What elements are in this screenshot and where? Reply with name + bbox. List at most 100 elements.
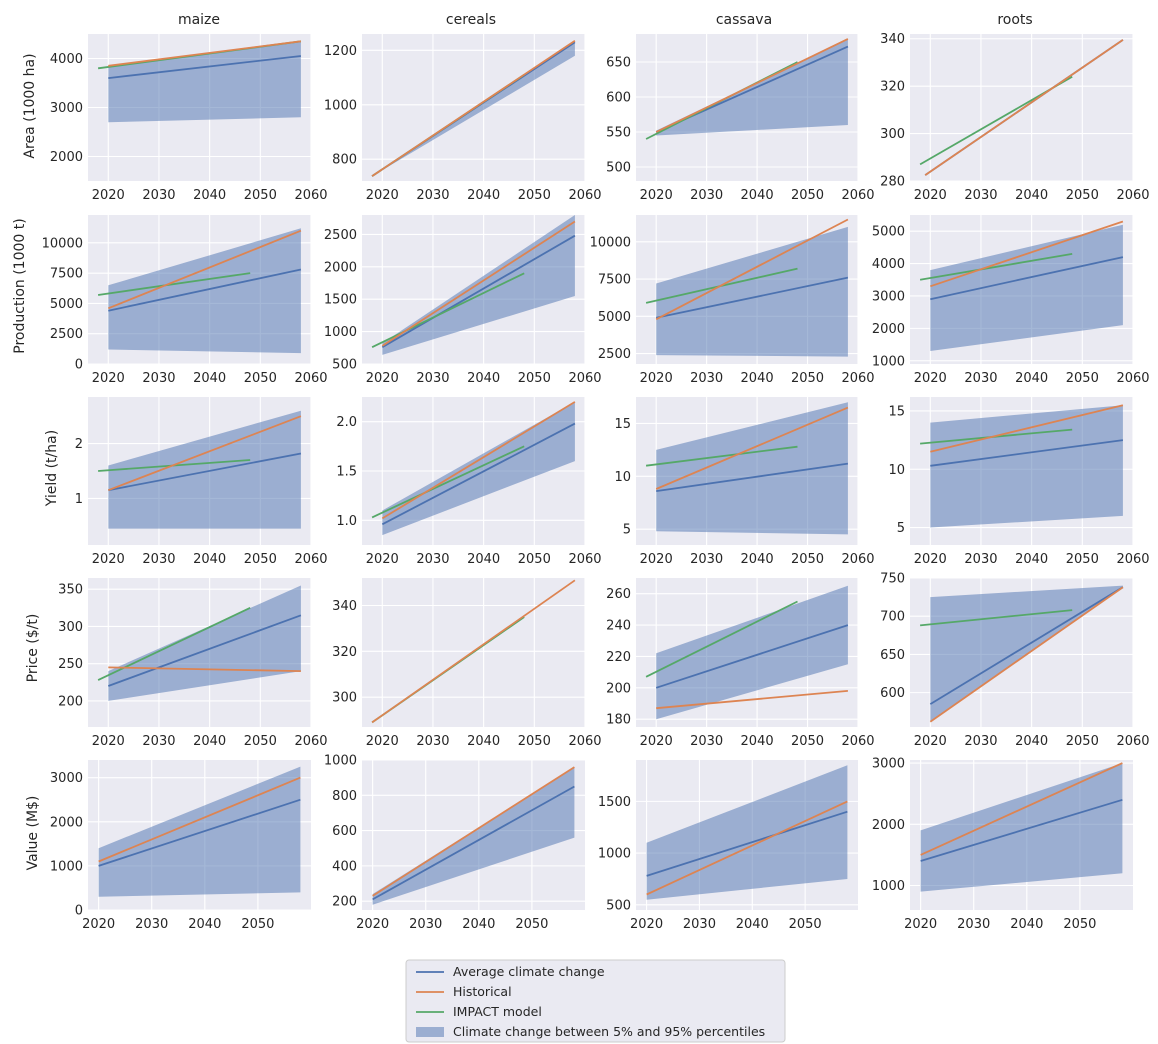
x-tick-label-r3-c1: 2020: [366, 734, 399, 749]
row-labels: Area (1000 ha) Production (1000 t) Yield…: [12, 53, 60, 870]
y-tick-label-r1-c2: 10000: [590, 235, 631, 250]
x-tick-label-r1-c2: 2060: [841, 371, 874, 386]
y-tick-label-r1-c3: 4000: [872, 257, 905, 272]
x-tick-label-r0-c0: 2060: [294, 188, 327, 203]
y-tick-label-r2-c0: 1: [75, 492, 83, 507]
x-tick-label-r0-c3: 2050: [1066, 188, 1099, 203]
x-tick-label-r3-c1: 2030: [416, 734, 449, 749]
x-tick-label-r0-c1: 2050: [518, 188, 551, 203]
line-average-climate-change-r3-c0: [107, 614, 302, 687]
line-historical-r3-c1: [371, 579, 576, 724]
panel-r2-c3: 2020 2030 2040 2050 2060 5 10 15: [888, 397, 1150, 567]
plot-area-r0-c0: [97, 40, 302, 123]
legend-label-band: Climate change between 5% and 95% percen…: [453, 1024, 765, 1039]
line-average-climate-change-r2-c0: [108, 452, 302, 492]
y-tick-label-r0-c0: 4000: [50, 52, 83, 67]
y-tick-label-r4-c1: 1000: [324, 754, 357, 769]
x-tick-label-r2-c3: 2020: [914, 552, 947, 567]
plot-area-r1-c3: [919, 220, 1124, 351]
row-label-price: Price ($/t): [25, 614, 41, 683]
x-tick-label-r4-c3: 2030: [957, 917, 990, 932]
x-tick-label-r1-c2: 2050: [791, 371, 824, 386]
x-tick-label-r1-c0: 2060: [294, 371, 327, 386]
line-average-climate-change-r4-c3: [920, 798, 1123, 862]
y-tick-label-r0-c2: 650: [606, 56, 631, 71]
y-tick-label-r0-c1: 1000: [324, 98, 357, 113]
line-average-climate-change-r4-c0: [98, 798, 301, 867]
x-tick-label-r4-c0: 2020: [82, 917, 115, 932]
plot-area-r4-c3: [920, 762, 1123, 892]
x-tick-label-r3-c0: 2040: [193, 734, 226, 749]
line-average-climate-change-r3-c3: [929, 586, 1124, 705]
x-tick-label-r4-c1: 2030: [409, 917, 442, 932]
x-tick-label-r0-c2: 2020: [640, 188, 673, 203]
plot-area-r3-c0: [97, 585, 302, 701]
x-tick-label-r2-c0: 2020: [92, 552, 125, 567]
x-tick-label-r4-c2: 2020: [630, 917, 663, 932]
plot-area-r0-c2: [645, 38, 849, 140]
line-average-climate-change-r2-c2: [656, 462, 849, 492]
y-tick-label-r0-c2: 550: [606, 126, 631, 141]
x-tick-label-r4-c2: 2050: [789, 917, 822, 932]
y-tick-label-r0-c3: 300: [880, 127, 905, 142]
y-tick-label-r3-c0: 250: [58, 657, 83, 672]
column-title-cassava: cassava: [716, 12, 772, 28]
row-label-value: Value (M$): [25, 796, 41, 871]
line-historical-r4-c0: [98, 776, 301, 863]
x-tick-label-r1-c0: 2050: [244, 371, 277, 386]
y-tick-label-r2-c1: 2.0: [336, 415, 357, 430]
y-tick-label-r0-c0: 3000: [50, 101, 83, 116]
line-impact-model-r2-c1: [371, 445, 525, 519]
x-tick-label-r3-c0: 2020: [92, 734, 125, 749]
y-tick-label-r2-c2: 10: [614, 470, 631, 485]
y-tick-label-r1-c3: 3000: [872, 289, 905, 304]
x-tick-label-r0-c1: 2040: [467, 188, 500, 203]
x-tick-label-r1-c3: 2030: [964, 371, 997, 386]
y-tick-label-r4-c3: 3000: [872, 757, 905, 772]
x-tick-label-r2-c2: 2060: [841, 552, 874, 567]
x-tick-label-r3-c3: 2020: [914, 734, 947, 749]
y-tick-label-r2-c3: 5: [897, 521, 905, 536]
y-tick-label-r4-c0: 1000: [50, 859, 83, 874]
y-tick-label-r0-c3: 340: [880, 32, 905, 47]
x-tick-label-r1-c1: 2050: [518, 371, 551, 386]
y-tick-label-r1-c0: 0: [75, 358, 83, 373]
x-tick-label-r2-c1: 2020: [366, 552, 399, 567]
x-tick-label-r0-c3: 2060: [1116, 188, 1149, 203]
x-tick-label-r2-c0: 2040: [193, 552, 226, 567]
y-tick-label-r1-c3: 1000: [872, 354, 905, 369]
y-tick-label-r4-c1: 200: [332, 895, 357, 910]
y-tick-label-r2-c3: 10: [888, 463, 905, 478]
x-tick-label-r2-c2: 2050: [791, 552, 824, 567]
x-tick-label-r0-c2: 2030: [690, 188, 723, 203]
line-average-climate-change-r4-c1: [372, 785, 575, 901]
line-average-climate-change-r1-c3: [930, 256, 1124, 301]
line-historical-r2-c1: [381, 401, 576, 520]
x-tick-label-r4-c0: 2030: [135, 917, 168, 932]
line-historical-r2-c2: [655, 406, 849, 490]
x-tick-label-r0-c0: 2030: [142, 188, 175, 203]
plot-area-r4-c2: [646, 765, 848, 900]
y-tick-label-r3-c0: 200: [58, 694, 83, 709]
y-tick-label-r2-c1: 1.0: [336, 514, 357, 529]
band-r4-c2: [646, 765, 848, 900]
x-tick-label-r3-c3: 2030: [964, 734, 997, 749]
band-r2-c0: [108, 410, 301, 529]
x-tick-label-r3-c0: 2060: [294, 734, 327, 749]
line-average-climate-change-r1-c1: [381, 234, 576, 348]
x-tick-label-r2-c1: 2030: [416, 552, 449, 567]
x-tick-label-r4-c3: 2040: [1010, 917, 1043, 932]
band-r4-c3: [920, 763, 1123, 892]
x-tick-label-r0-c3: 2020: [914, 188, 947, 203]
panel-r2-c0: 2020 2030 2040 2050 2060 1 2: [75, 397, 328, 567]
y-tick-label-r4-c0: 0: [75, 904, 83, 919]
x-tick-label-r4-c0: 2050: [241, 917, 274, 932]
line-historical-r3-c2: [656, 690, 848, 710]
line-historical-r0-c1: [371, 40, 576, 177]
column-title-roots: roots: [997, 12, 1032, 28]
x-tick-label-r2-c1: 2060: [568, 552, 601, 567]
y-tick-label-r1-c1: 1500: [324, 293, 357, 308]
legend-label-historical: Historical: [453, 984, 512, 999]
plot-area-r1-c2: [645, 218, 849, 357]
panel-r1-c2: 2020 2030 2040 2050 2060 2500 5000 7500 10000: [590, 215, 875, 386]
